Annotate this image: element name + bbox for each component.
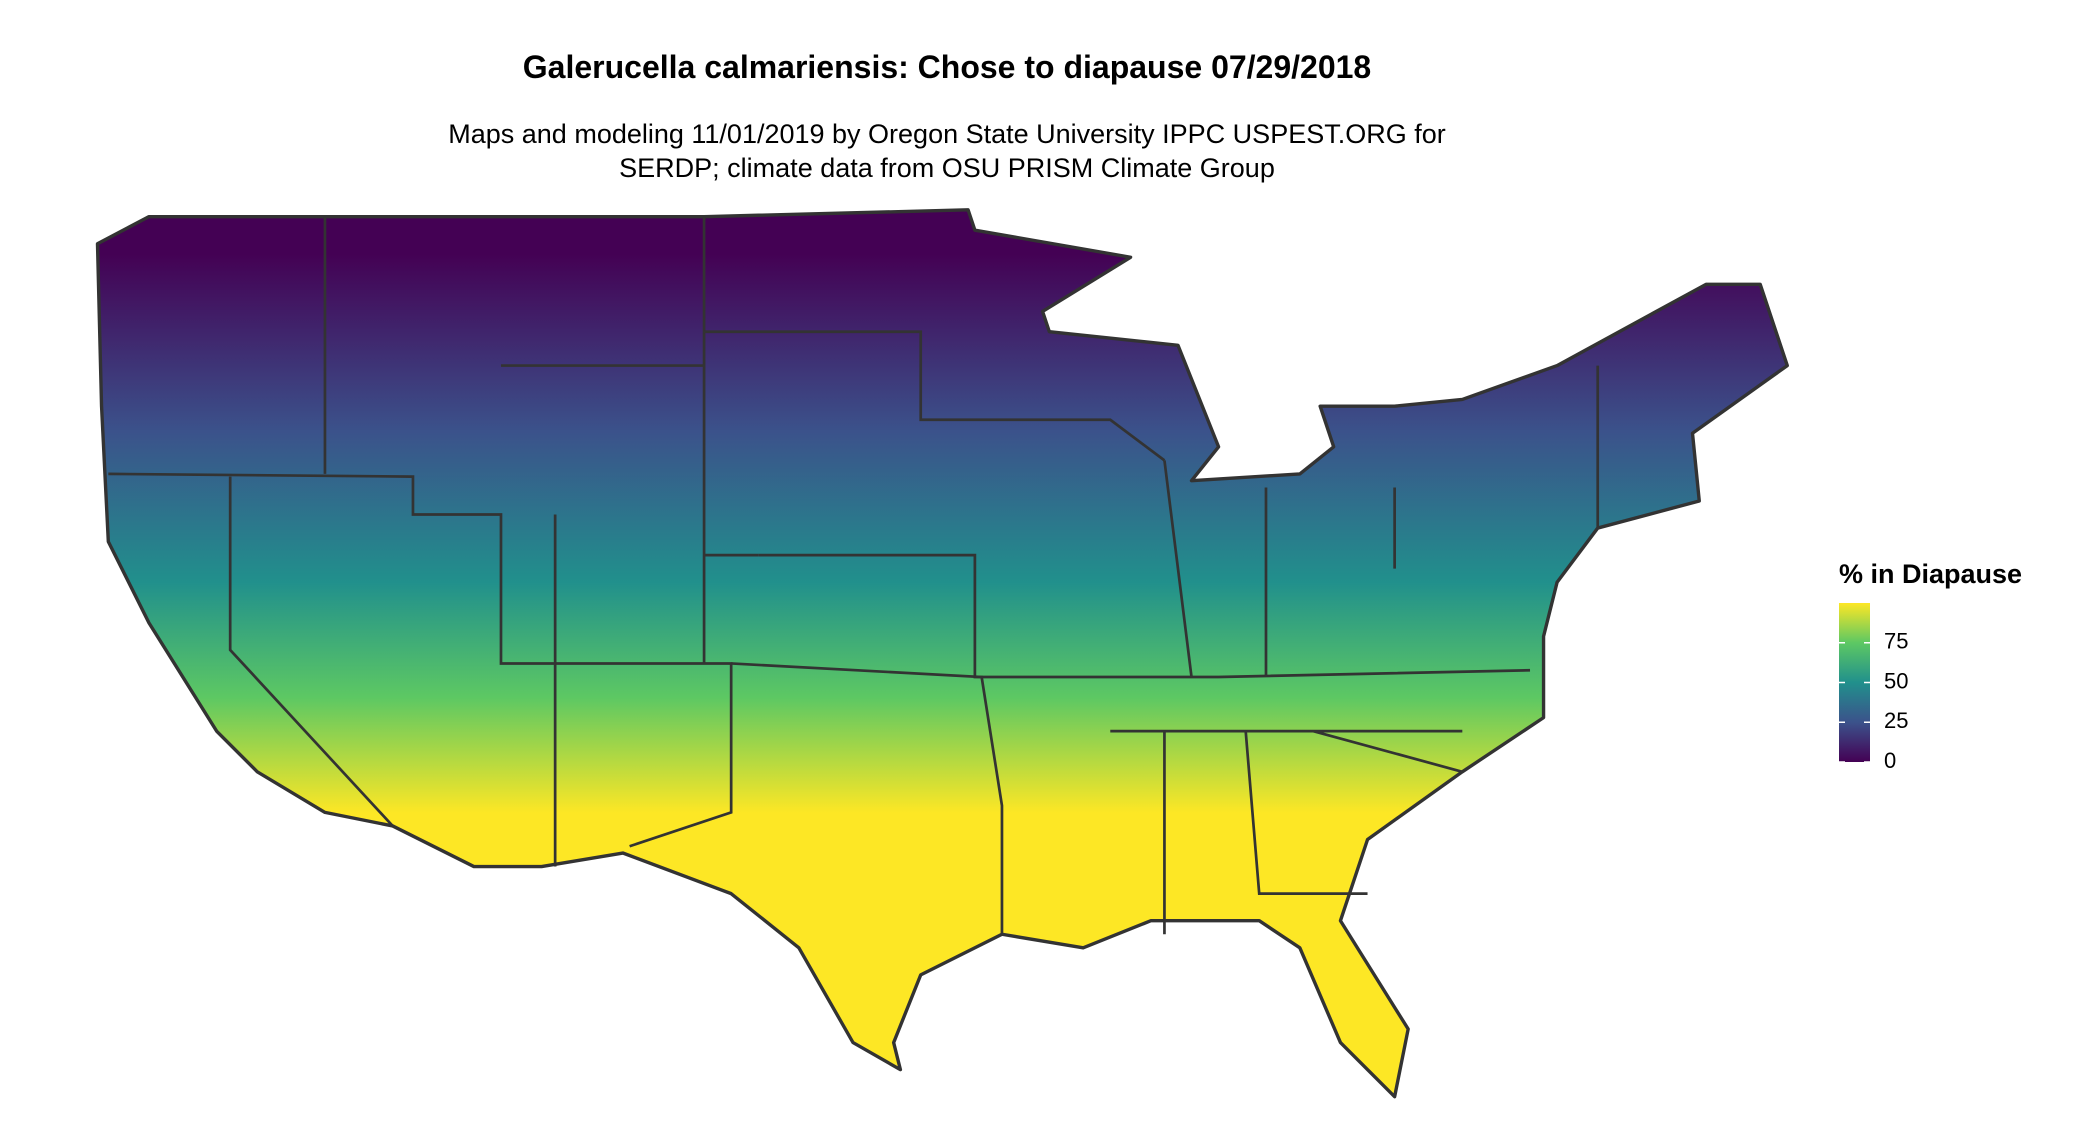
map-area xyxy=(95,208,1789,1099)
chart-subtitle: SERDP; climate data from OSU PRISM Clima… xyxy=(619,153,1275,183)
chart-title: Galerucella calmariensis: Chose to diapa… xyxy=(523,49,1371,85)
legend-title: % in Diapause xyxy=(1839,559,2022,589)
legend: 0 25 50 75 xyxy=(1839,603,1908,773)
legend-tick-label: 25 xyxy=(1884,708,1908,733)
legend-tick-label: 50 xyxy=(1884,668,1908,693)
chart-subtitle: Maps and modeling 11/01/2019 by Oregon S… xyxy=(448,119,1445,149)
state-borders xyxy=(108,216,1600,935)
legend-tick-label: 75 xyxy=(1884,629,1908,654)
legend-tick-label: 0 xyxy=(1884,748,1896,773)
us-map xyxy=(95,208,1789,1099)
